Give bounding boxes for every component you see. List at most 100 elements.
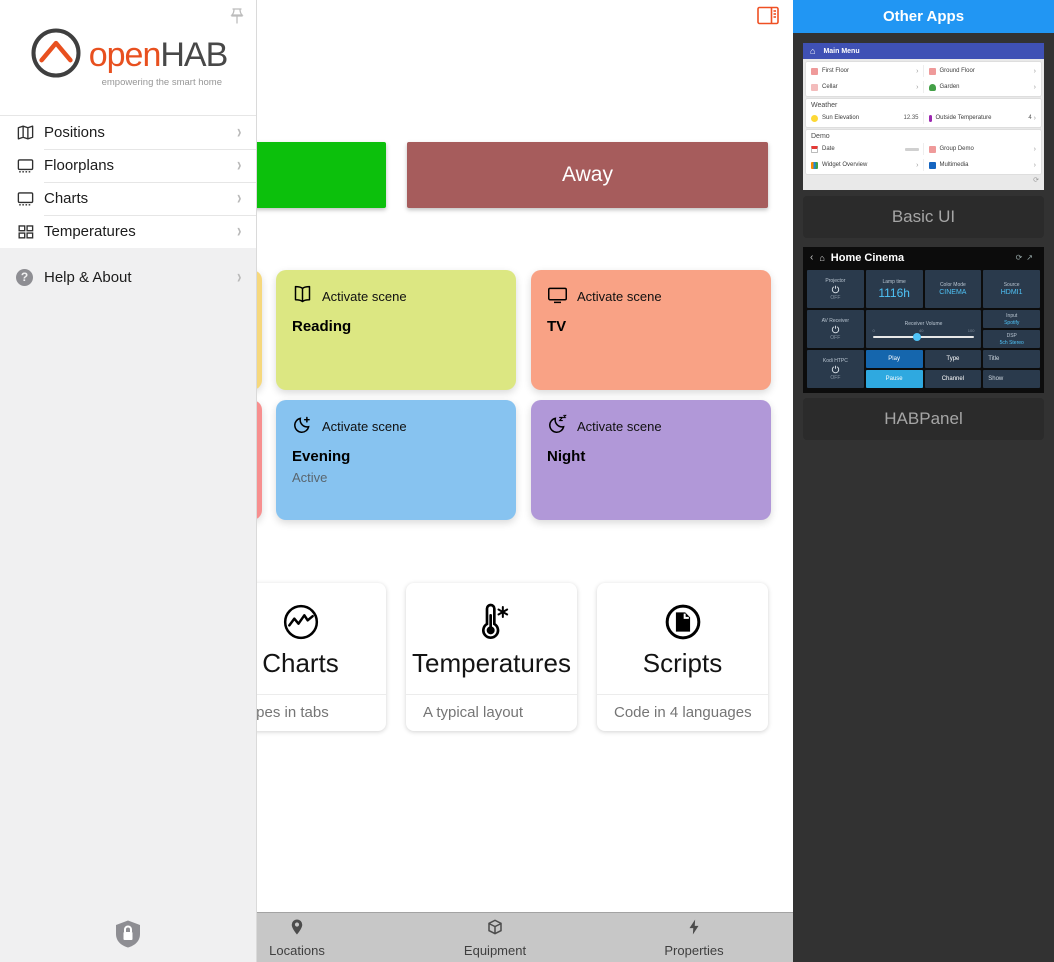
basicui-section-demo: Demo	[811, 133, 830, 140]
thermometer-icon	[928, 114, 932, 122]
group-icon	[928, 145, 936, 153]
other-apps-title: Other Apps	[882, 8, 965, 25]
calendar-icon	[811, 145, 818, 153]
brand-hab: HAB	[160, 36, 228, 74]
book-icon	[292, 284, 313, 308]
presence-home-button[interactable]	[257, 142, 386, 208]
chevron-right-icon: ›	[236, 122, 242, 143]
home-icon: ⌂	[810, 46, 816, 56]
grid-icon	[16, 222, 36, 242]
main-content: Away Activate scene Reading Activate sce…	[257, 0, 793, 962]
openhab-logo: openHAB empowering the smart home	[0, 26, 256, 88]
shield-lock-icon[interactable]	[114, 919, 142, 949]
habpanel-tile-receiver-volume: Receiver Volume 0 40 100	[865, 310, 982, 348]
sidebar-item-floorplans[interactable]: Floorplans ›	[0, 149, 256, 182]
volume-slider	[872, 332, 975, 341]
habpanel-show-field: Show	[983, 370, 1040, 388]
habpanel-pause-button: Pause	[865, 370, 923, 388]
bottom-tabbar: Locations Equipment Properties	[257, 912, 793, 962]
basicui-room-row: Ground Floor ›	[924, 63, 1042, 79]
basicui-room-row: Garden ›	[924, 79, 1042, 95]
room-icon	[811, 67, 818, 75]
room-icon	[928, 67, 936, 75]
display-icon	[16, 189, 36, 209]
habpanel-title-field: Title	[983, 350, 1040, 368]
display-icon	[16, 156, 36, 176]
habpanel-tile-av-receiver: AV Receiver OFF	[807, 310, 864, 348]
scene-card-evening[interactable]: Activate scene Evening Active	[276, 400, 516, 520]
refresh-fullscreen-icons: ⟳↗	[1015, 253, 1037, 262]
sidebar: openHAB empowering the smart home Positi…	[0, 0, 257, 962]
scene-card-partial-top[interactable]	[257, 270, 262, 390]
habpanel-thumbnail[interactable]: ‹ ⌂ Home Cinema ⟳↗ Projector OFF Lamp ti…	[803, 247, 1044, 393]
power-icon	[831, 365, 839, 373]
chart-circle-icon	[281, 604, 321, 646]
habpanel-tile-source: Source HDMI1	[983, 270, 1040, 308]
openhab-logo-icon	[29, 26, 83, 85]
sidebar-item-positions[interactable]: Positions ›	[0, 116, 256, 149]
sidebar-item-label: Temperatures	[44, 223, 136, 240]
right-panel-toggle-icon[interactable]	[757, 6, 779, 25]
sidebar-item-help-about[interactable]: ? Help & About ›	[0, 262, 256, 292]
brand-tagline: empowering the smart home	[101, 77, 222, 88]
chevron-right-icon: ›	[236, 221, 242, 242]
power-icon	[831, 325, 839, 333]
feature-card-temperatures[interactable]: Temperatures A typical layout	[406, 583, 577, 731]
habpanel-tile-lamp-time: Lamp time 1116h	[865, 270, 923, 308]
scene-action-label: Activate scene	[322, 288, 407, 304]
home-icon: ⌂	[819, 252, 825, 263]
basic-ui-thumbnail[interactable]: ⌂ Main Menu First Floor › Ground Floor ›	[803, 43, 1044, 190]
date-value-placeholder	[904, 147, 919, 151]
power-icon	[831, 285, 839, 293]
feature-card-charts[interactable]: Charts 4 types in tabs	[257, 583, 386, 731]
scene-card-reading[interactable]: Activate scene Reading	[276, 270, 516, 390]
habpanel-title: Home Cinema	[830, 251, 905, 264]
habpanel-tile-projector: Projector OFF	[807, 270, 864, 308]
moon-zzz-icon	[547, 414, 568, 438]
tab-locations[interactable]: Locations	[257, 918, 367, 958]
basicui-title: Main Menu	[823, 47, 860, 55]
document-circle-icon	[663, 604, 703, 646]
tab-equipment[interactable]: Equipment	[425, 918, 565, 958]
sidebar-item-charts[interactable]: Charts ›	[0, 182, 256, 215]
map-icon	[16, 123, 36, 143]
sidebar-item-label: Help & About	[44, 268, 132, 286]
habpanel-caption[interactable]: HABPanel	[803, 398, 1044, 440]
scene-title: Reading	[292, 318, 352, 335]
sidebar-item-temperatures[interactable]: Temperatures ›	[0, 215, 256, 248]
scene-title: Night	[547, 448, 586, 465]
feature-card-title: Charts	[262, 648, 339, 678]
brand-open: open	[88, 36, 162, 74]
basicui-group-demo-row: Group Demo ›	[924, 141, 1042, 157]
scene-action-label: Activate scene	[577, 288, 662, 304]
chevron-right-icon: ›	[236, 188, 242, 209]
tv-icon	[547, 284, 568, 308]
presence-away-button[interactable]: Away	[407, 142, 768, 208]
feature-card-scripts[interactable]: Scripts Code in 4 languages	[597, 583, 768, 731]
chevron-right-icon: ›	[236, 155, 242, 176]
basic-ui-caption[interactable]: Basic UI	[803, 196, 1044, 238]
basicui-multimedia-row: Multimedia ›	[924, 157, 1042, 173]
other-apps-header: Other Apps	[793, 0, 1054, 33]
sidebar-menu: Positions › Floorplans › Charts ›	[0, 115, 256, 248]
sidebar-item-label: Positions	[44, 124, 105, 141]
box-icon	[486, 919, 504, 940]
scene-card-night[interactable]: Activate scene Night	[531, 400, 771, 520]
feature-card-title: Temperatures	[412, 648, 571, 678]
moon-plus-icon	[292, 414, 313, 438]
pin-sidebar-icon[interactable]	[229, 7, 245, 27]
habpanel-tile-kodi: Kodi HTPC OFF	[807, 350, 864, 388]
tab-label: Equipment	[463, 943, 527, 958]
refresh-icon: ⟳	[1033, 177, 1039, 184]
scene-card-partial-bottom[interactable]	[257, 400, 262, 520]
basicui-section-weather: Weather	[811, 102, 838, 109]
scene-action-label: Activate scene	[577, 418, 662, 434]
basicui-room-row: First Floor ›	[806, 63, 924, 79]
tab-properties[interactable]: Properties	[624, 918, 764, 958]
away-button-label: Away	[562, 163, 613, 186]
thermometer-snowflake-icon	[472, 603, 512, 646]
basicui-widget-overview-row: Widget Overview ›	[806, 157, 924, 173]
scene-card-tv[interactable]: Activate scene TV	[531, 270, 771, 390]
feature-card-footer: 4 types in tabs	[257, 704, 329, 721]
